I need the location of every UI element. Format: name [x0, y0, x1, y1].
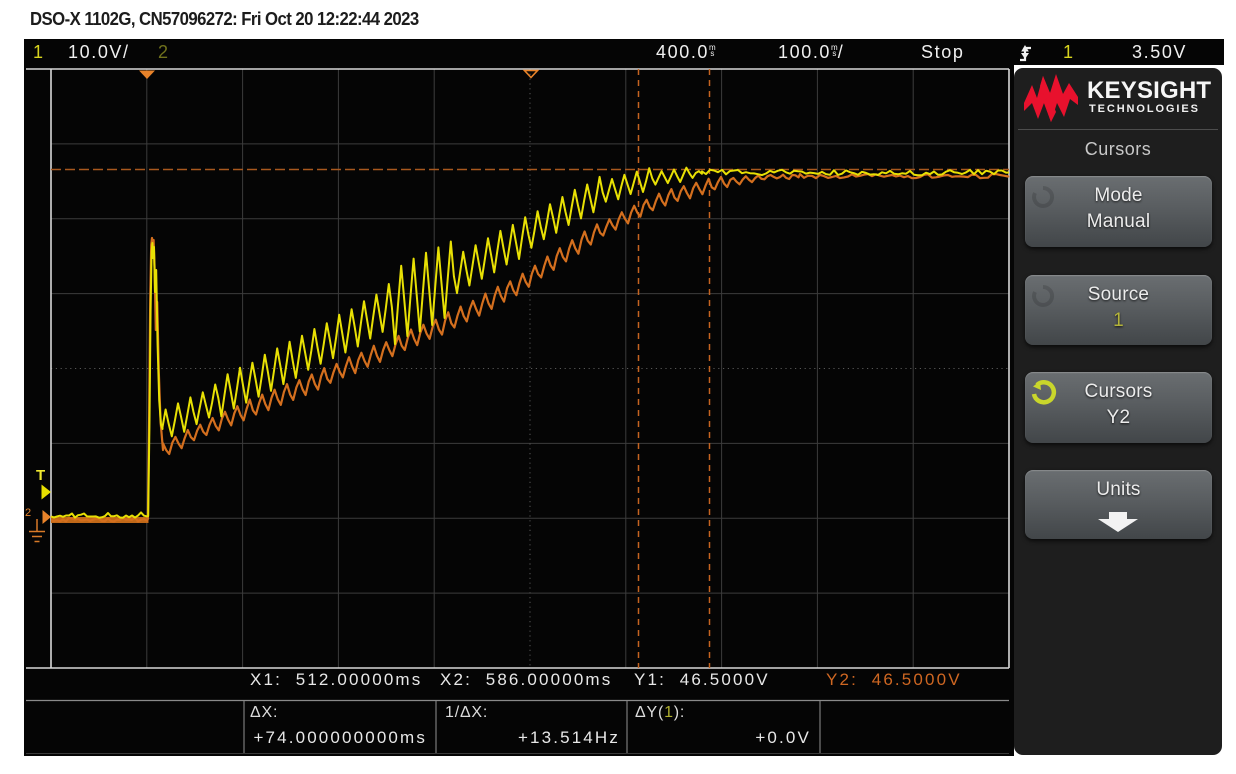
svg-text:2: 2: [25, 507, 31, 519]
svg-text:T: T: [36, 467, 45, 484]
